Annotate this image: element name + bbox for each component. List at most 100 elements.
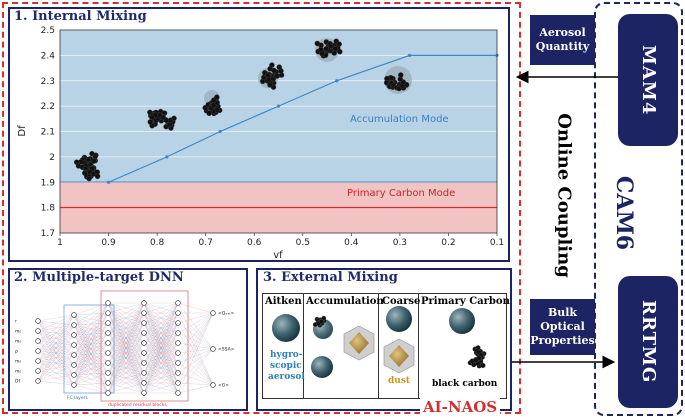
accumulation-particle-small [311,356,333,378]
nn-input-label: m₀ [15,370,21,375]
nn-node [175,380,181,386]
primary-carbon-particle [449,308,475,334]
nn-node [35,358,41,364]
soot-aggregate-icon [73,150,101,182]
panel3-title: 3. External Mixing [263,270,398,285]
nn-node [105,350,111,356]
x-tick-4: 0.6 [247,238,262,248]
nn-output-label: <SSA> [218,347,235,353]
nn-input-label: m₀ [15,340,21,345]
mam4-box: MAM4 [618,14,678,146]
nn-input-label: m₀ [15,330,21,335]
nn-node [175,360,181,366]
ai-naos-frame [2,2,521,414]
x-tick-2: 0.8 [150,238,165,248]
df-vf-chart: 1 0.9 0.8 0.7 0.6 0.5 0.4 0.3 0.2 0.1 1.7 1.8 1.9 2 2… [17,26,504,261]
dust-label: dust [388,376,411,386]
coarse-dust-particle [383,338,415,374]
residual-blocks-box [100,290,189,402]
y-tick-8: 2.5 [41,26,55,36]
y-tick-6: 2.3 [41,77,55,87]
nn-node [71,322,77,328]
nn-node [71,362,77,368]
nn-input-label: r [15,319,17,325]
aerosol-quantity-box: Aerosol Quantity [530,15,595,65]
soot-aggregate-icon [383,66,412,94]
nn-node [71,352,77,358]
nn-node [35,378,41,384]
y-tick-7: 2.4 [41,51,56,61]
dnn-diagram: r m₀ m₀ ρ m₀ m₀ Df <Qₑₓₜ> <SSA> <G> FC layers du… [12,285,244,409]
nn-node [105,380,111,386]
panel-internal-mixing [8,7,510,262]
nn-node [210,346,216,352]
x-tick-8: 0.2 [441,238,455,248]
nn-node [141,350,147,356]
fc-layers-box [63,304,115,394]
primary-carbon-mode-label: Primary Carbon Mode [347,188,455,199]
soot-aggregate-icon [314,38,343,62]
external-mixing-particles [272,306,487,378]
accumulation-point [218,129,222,134]
nn-node [71,332,77,338]
nn-input-label: Df [15,379,20,385]
y-tick-3: 2 [49,153,55,163]
nn-node [35,348,41,354]
nn-node [175,370,181,376]
nn-node [71,382,77,388]
x-tick-5: 0.5 [296,238,310,248]
aitken-note-1: hygro- [270,350,303,360]
accumulation-dust-particle [343,325,375,361]
panel-dnn [8,268,248,411]
nn-node [105,330,111,336]
black-carbon-aggregate [467,345,487,369]
y-tick-0: 1.7 [41,229,55,239]
mode-table [262,293,507,399]
nn-node [141,340,147,346]
panel1-title: 1. Internal Mixing [14,9,147,24]
bulk-optical-label: Bulk Optical Properties [530,306,595,347]
nn-node [35,328,41,334]
nn-node [141,370,147,376]
nn-node [141,300,147,306]
x-tick-6: 0.4 [344,238,359,248]
aerosol-quantity-label: Aerosol Quantity [535,26,590,53]
accumulation-point [276,104,281,108]
nn-node [141,320,147,326]
residual-blocks-label: duplicated residual blocks [108,402,167,408]
x-tick-3: 0.7 [199,238,213,248]
nn-node [105,340,111,346]
y-axis-label: Df [17,125,28,137]
black-carbon-label: black carbon [432,379,498,389]
nn-node [175,310,181,316]
x-tick-1: 0.9 [101,238,116,248]
nn-node [175,340,181,346]
nn-node [175,320,181,326]
nn-node [71,312,77,318]
coarse-particle [386,306,412,332]
x-tick-7: 0.3 [393,238,407,248]
nn-node [141,380,147,386]
nn-input-label: m₀ [15,360,21,365]
accumulation-point [335,79,339,83]
x-axis-label: vf [273,250,283,261]
nn-node [210,382,216,388]
nn-node [175,330,181,336]
nn-node [71,372,77,378]
nn-node [210,310,216,316]
nn-node [105,360,111,366]
aitken-header: Aitken [265,296,302,307]
aitken-note-2: scopic [270,361,302,371]
nn-node [105,320,111,326]
soot-aggregate-icon [312,315,327,328]
nn-node [35,318,41,324]
fc-layers-label: FC layers [67,395,88,401]
y-tick-2: 1.9 [41,178,56,188]
nn-node [105,300,111,306]
soot-aggregate-icon [258,62,285,90]
nn-node [105,390,111,396]
rrtmg-box: RRTMG [618,276,678,408]
soot-aggregate-icon [467,345,487,369]
nn-node [141,360,147,366]
